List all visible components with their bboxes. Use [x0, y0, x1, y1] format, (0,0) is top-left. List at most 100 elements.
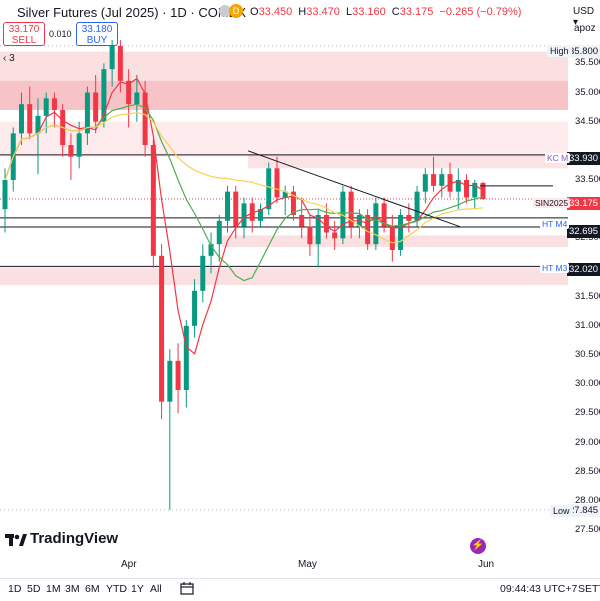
candle-body [68, 145, 74, 157]
candle-body [101, 69, 107, 122]
candle-body [480, 182, 486, 199]
candle-body [109, 45, 115, 70]
tradingview-logo-text: TradingView [30, 530, 119, 547]
price-tick-label: 29.500 [575, 407, 600, 419]
candle-body [373, 203, 379, 245]
candle-body [307, 226, 313, 245]
calendar-icon[interactable] [180, 582, 194, 595]
candle-body [464, 180, 470, 198]
candle-body [332, 232, 338, 239]
high-label: High [547, 45, 572, 57]
price-tick-label: 31.500 [575, 290, 600, 302]
candle-body [167, 360, 173, 402]
kc-m-label: KC M [545, 153, 571, 163]
candle-body [274, 168, 280, 198]
symbol-line-label: SIN2025 [533, 198, 571, 208]
candle-body [27, 104, 33, 134]
range-1y[interactable]: 1Y [131, 583, 144, 595]
candle-body [290, 191, 296, 215]
price-tick-label: 31.000 [575, 319, 600, 331]
range-3m[interactable]: 3M [65, 583, 80, 595]
range-1m[interactable]: 1M [46, 583, 61, 595]
candle-body [266, 168, 272, 210]
candle-body [43, 98, 49, 116]
flash-icon[interactable]: ⚡ [470, 538, 486, 554]
candle-body [323, 215, 329, 233]
low-price-tag: 27.845 [567, 504, 600, 517]
indicators-toggle[interactable]: ‹ 3 [3, 53, 15, 64]
price-tick-label: 34.500 [575, 115, 600, 127]
price-tick-label: 29.000 [575, 436, 600, 448]
candle-body [84, 92, 90, 134]
symbol-title[interactable]: Silver Futures (Jul 2025) · 1D · COMEX [17, 5, 247, 20]
price-tick-label: 30.000 [575, 378, 600, 390]
candle-body [406, 215, 412, 221]
range-all[interactable]: All [150, 583, 162, 595]
range-ytd[interactable]: YTD [106, 583, 127, 595]
candle-body [365, 215, 371, 245]
candle-body [117, 45, 123, 81]
candle-body [414, 191, 420, 221]
tradingview-logo-icon [5, 534, 27, 546]
candle-body [299, 215, 305, 227]
candle-body [225, 191, 231, 221]
spread-value: 0.010 [49, 29, 72, 39]
range-6m[interactable]: 6M [85, 583, 100, 595]
candle-body [200, 255, 206, 291]
ht-m4-price-tag: 32.695 [567, 225, 600, 238]
candle-body [472, 182, 478, 198]
candle-body [455, 180, 461, 192]
currency-select[interactable]: USD ▾ [573, 6, 595, 28]
candle-body [76, 133, 82, 157]
last-price-tag: 33.175 [567, 197, 600, 210]
delay-badge: D [229, 4, 243, 18]
ht-m3-price-tag: 32.020 [567, 263, 600, 276]
ema-slow-line [4, 112, 484, 244]
price-scale[interactable] [568, 0, 600, 580]
price-tick-label: 35.000 [575, 86, 600, 98]
trendline [247, 150, 461, 228]
ohlc-readout: O33.450 H33.470 L33.160 C33.175 −0.265 (… [250, 6, 522, 18]
ema-fast-line [4, 77, 484, 355]
candle-body [142, 92, 148, 145]
candle-body [422, 174, 428, 192]
mid-zone [222, 235, 568, 248]
price-tick-label: 35.500 [575, 57, 600, 69]
candle-body [216, 220, 222, 245]
ht-m3-label: HT M3 [540, 263, 570, 273]
candle-body [18, 104, 24, 134]
bottom-toolbar [0, 578, 600, 601]
time-label-may: May [298, 559, 317, 570]
candle-body [134, 92, 140, 105]
range-1d[interactable]: 1D [8, 583, 22, 595]
candle-body [257, 209, 263, 221]
candle-body [2, 180, 8, 210]
candle-body [150, 145, 156, 256]
range-5d[interactable]: 5D [27, 583, 41, 595]
buy-button[interactable]: 33.180 BUY [76, 22, 118, 46]
candle-body [175, 360, 181, 390]
candle-body [233, 191, 239, 227]
candle-body [315, 215, 321, 245]
price-tick-label: 28.500 [575, 465, 600, 477]
price-tick-label: 33.500 [575, 174, 600, 185]
low-label: Low [550, 505, 573, 517]
kc-price-tag: 33.930 [567, 152, 600, 165]
candle-body [348, 191, 354, 227]
market-status-icon [219, 5, 231, 17]
candle-body [381, 203, 387, 227]
candle-body [208, 244, 214, 256]
kc-box [248, 154, 568, 169]
candle-body [35, 115, 41, 134]
candle-body [159, 255, 165, 402]
candle-body [439, 174, 445, 186]
sell-button[interactable]: 33.170 SELL [3, 22, 45, 46]
price-tick-label: 27.500 [575, 524, 600, 535]
ht-m4-label: HT M4 [540, 219, 570, 229]
settings-button[interactable]: SETT [578, 583, 600, 595]
time-label-apr: Apr [121, 559, 137, 570]
profile-label: apoz [574, 23, 596, 34]
candle-body [282, 191, 288, 198]
clock[interactable]: 09:44:43 UTC+7 [500, 583, 578, 595]
